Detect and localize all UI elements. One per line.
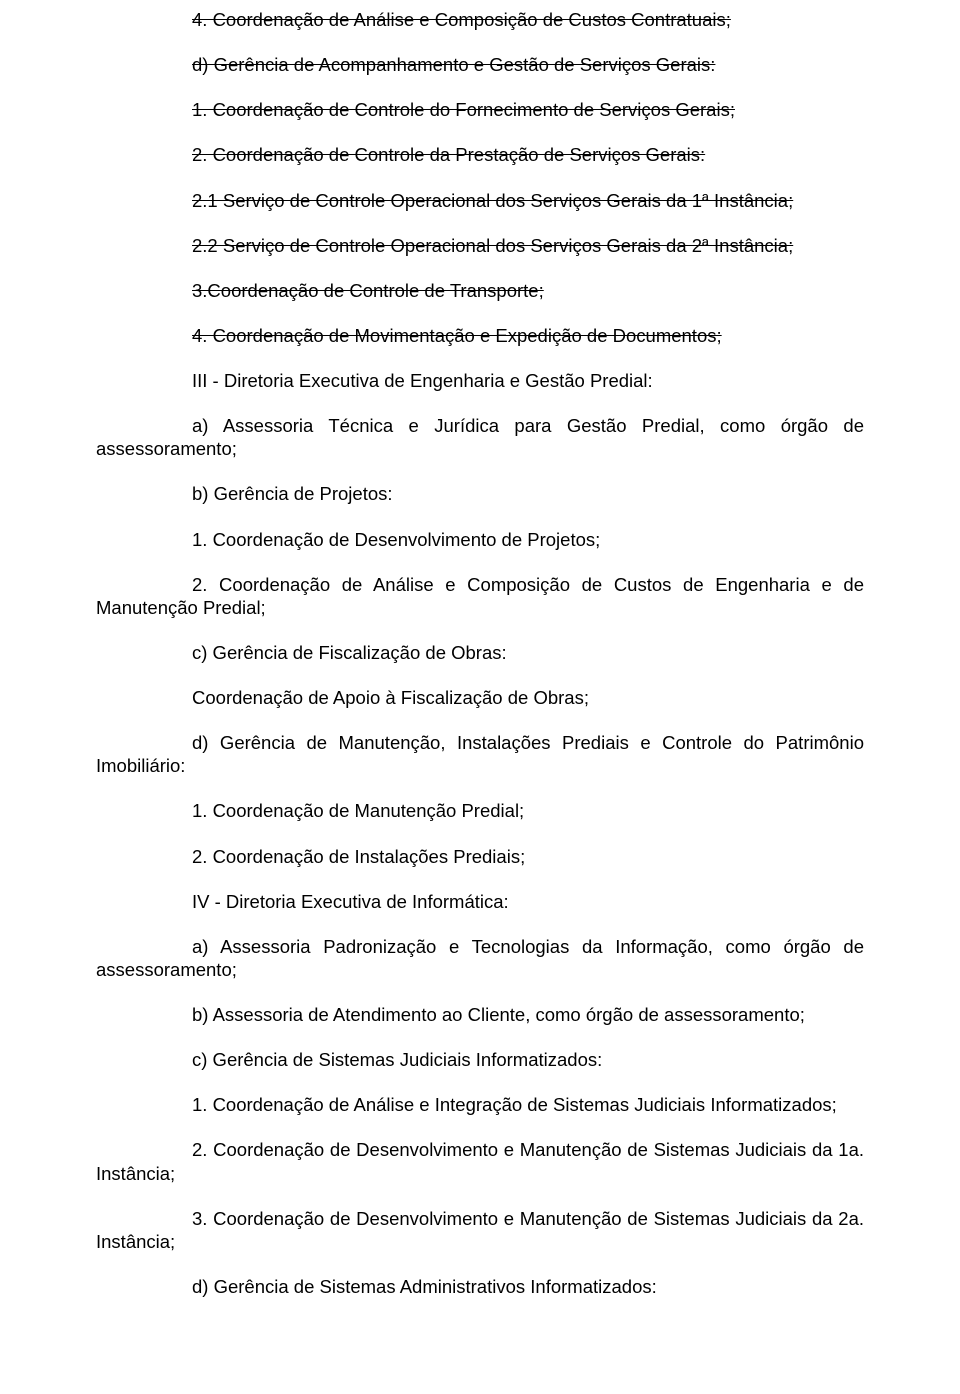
paragraph: 1. Coordenação de Controle do Fornecimen… [96,98,864,121]
paragraph: 4. Coordenação de Movimentação e Expediç… [96,324,864,347]
paragraph: b) Gerência de Projetos: [96,482,864,505]
paragraph: 2.1 Serviço de Controle Operacional dos … [96,189,864,212]
paragraph: d) Gerência de Sistemas Administrativos … [96,1275,864,1298]
paragraph: 3. Coordenação de Desenvolvimento e Manu… [96,1207,864,1253]
paragraph: 2. Coordenação de Análise e Composição d… [96,573,864,619]
paragraph: c) Gerência de Sistemas Judiciais Inform… [96,1048,864,1071]
paragraph: 3.Coordenação de Controle de Transporte; [96,279,864,302]
paragraph: b) Assessoria de Atendimento ao Cliente,… [96,1003,864,1026]
paragraph: III - Diretoria Executiva de Engenharia … [96,369,864,392]
paragraph: 2. Coordenação de Desenvolvimento e Manu… [96,1138,864,1184]
paragraph: 1. Coordenação de Desenvolvimento de Pro… [96,528,864,551]
paragraph: a) Assessoria Técnica e Jurídica para Ge… [96,414,864,460]
paragraph: d) Gerência de Manutenção, Instalações P… [96,731,864,777]
paragraph: 1. Coordenação de Manutenção Predial; [96,799,864,822]
paragraph: 2.2 Serviço de Controle Operacional dos … [96,234,864,257]
paragraph: a) Assessoria Padronização e Tecnologias… [96,935,864,981]
paragraph: 2. Coordenação de Controle da Prestação … [96,143,864,166]
paragraph: IV - Diretoria Executiva de Informática: [96,890,864,913]
paragraph: 1. Coordenação de Análise e Integração d… [96,1093,864,1116]
paragraph: c) Gerência de Fiscalização de Obras: [96,641,864,664]
paragraph: d) Gerência de Acompanhamento e Gestão d… [96,53,864,76]
paragraph: 2. Coordenação de Instalações Prediais; [96,845,864,868]
paragraph: 4. Coordenação de Análise e Composição d… [96,8,864,31]
paragraph: Coordenação de Apoio à Fiscalização de O… [96,686,864,709]
